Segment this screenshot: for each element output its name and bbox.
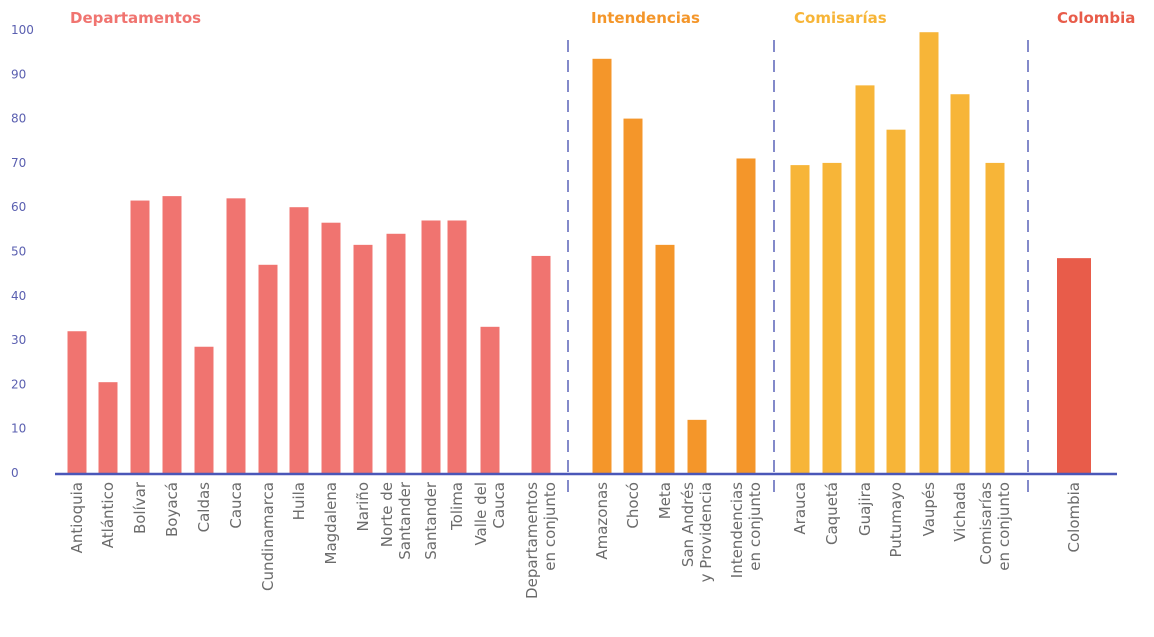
bar <box>919 32 939 474</box>
bar <box>421 220 441 473</box>
x-tick-label: Comisarías <box>977 482 995 565</box>
bar <box>592 58 612 474</box>
y-tick-label: 50 <box>11 245 26 259</box>
bar <box>194 346 214 473</box>
bar <box>736 158 756 473</box>
bar <box>258 264 278 473</box>
y-tick-label: 30 <box>11 333 26 347</box>
y-axis: 0 10 20 30 40 50 60 70 80 90 100 <box>11 23 34 480</box>
bar <box>1057 258 1091 473</box>
bar <box>655 244 675 473</box>
bar <box>321 222 341 473</box>
x-tick-label: Departamentos <box>523 482 541 599</box>
bar <box>531 255 551 473</box>
y-tick-label: 10 <box>11 422 26 436</box>
bar <box>386 233 406 473</box>
bar <box>623 118 643 473</box>
group-title: Colombia <box>1057 9 1135 27</box>
bar <box>226 198 246 473</box>
x-tick-label: Atlántico <box>99 482 117 548</box>
y-tick-label: 40 <box>11 289 26 303</box>
group-titles: Departamentos Intendencias Comisarías Colom… <box>70 9 1135 27</box>
x-tick-label: Meta <box>656 482 674 519</box>
x-tick-label: Cundinamarca <box>259 482 277 591</box>
x-tick-label: en conjunto <box>995 482 1013 571</box>
y-tick-label: 70 <box>11 156 26 170</box>
y-tick-label: 100 <box>11 23 34 37</box>
y-tick-label: 0 <box>11 466 19 480</box>
x-tick-label: Vaupés <box>920 482 938 537</box>
bar <box>162 196 182 473</box>
bar <box>886 129 906 474</box>
y-tick-label: 60 <box>11 200 26 214</box>
y-tick-label: 80 <box>11 112 26 126</box>
bar <box>950 94 970 474</box>
bar <box>790 165 810 474</box>
x-tick-label: Antioquia <box>68 482 86 553</box>
bar <box>98 382 118 473</box>
bar <box>67 331 87 473</box>
x-tick-label: Arauca <box>791 482 809 535</box>
y-tick-label: 20 <box>11 377 26 391</box>
x-tick-label: Magdalena <box>322 482 340 564</box>
group-title: Intendencias <box>591 9 700 27</box>
x-tick-label: Santander <box>422 481 440 560</box>
bar <box>130 200 150 473</box>
x-tick-label: Vichada <box>951 482 969 542</box>
x-tick-label: en conjunto <box>541 482 559 571</box>
y-tick-label: 90 <box>11 67 26 81</box>
x-tick-label: Colombia <box>1065 482 1083 553</box>
x-tick-label: Nariño <box>354 482 372 531</box>
x-tick-label: Amazonas <box>593 482 611 560</box>
x-tick-label: Norte de <box>378 482 396 547</box>
group-title: Comisarías <box>794 9 887 27</box>
bar <box>855 85 875 473</box>
bar <box>289 207 309 473</box>
bar <box>480 326 500 473</box>
x-tick-label: Boyacá <box>163 482 181 537</box>
x-tick-label: y Providencia <box>697 482 715 582</box>
bar <box>447 220 467 473</box>
x-tick-label: Tolima <box>448 482 466 531</box>
x-tick-label: Guajira <box>856 482 874 536</box>
bar <box>687 419 707 473</box>
x-tick-label: Valle del <box>472 482 490 546</box>
x-tick-label: Caldas <box>195 482 213 533</box>
x-tick-label: Intendencias <box>728 482 746 578</box>
x-tick-label: San Andrés <box>679 482 697 567</box>
group-title: Departamentos <box>70 9 201 27</box>
x-tick-label: Cauca <box>227 482 245 529</box>
x-tick-label: Bolívar <box>131 481 149 534</box>
x-axis-labels: Antioquia Atlántico Bolívar Boyacá Caldas Cau… <box>68 481 1083 599</box>
x-tick-label: Caquetá <box>823 482 841 545</box>
group-dividers <box>567 40 1029 500</box>
x-tick-label: Huila <box>290 482 308 520</box>
x-tick-label: Cauca <box>490 482 508 529</box>
x-tick-label: en conjunto <box>746 482 764 571</box>
bar <box>985 162 1005 473</box>
x-tick-label: Santander <box>396 481 414 560</box>
bar <box>822 162 842 473</box>
x-tick-label: Chocó <box>624 482 642 529</box>
bar <box>353 244 373 473</box>
bars <box>67 32 1091 474</box>
x-tick-label: Putumayo <box>887 482 905 558</box>
